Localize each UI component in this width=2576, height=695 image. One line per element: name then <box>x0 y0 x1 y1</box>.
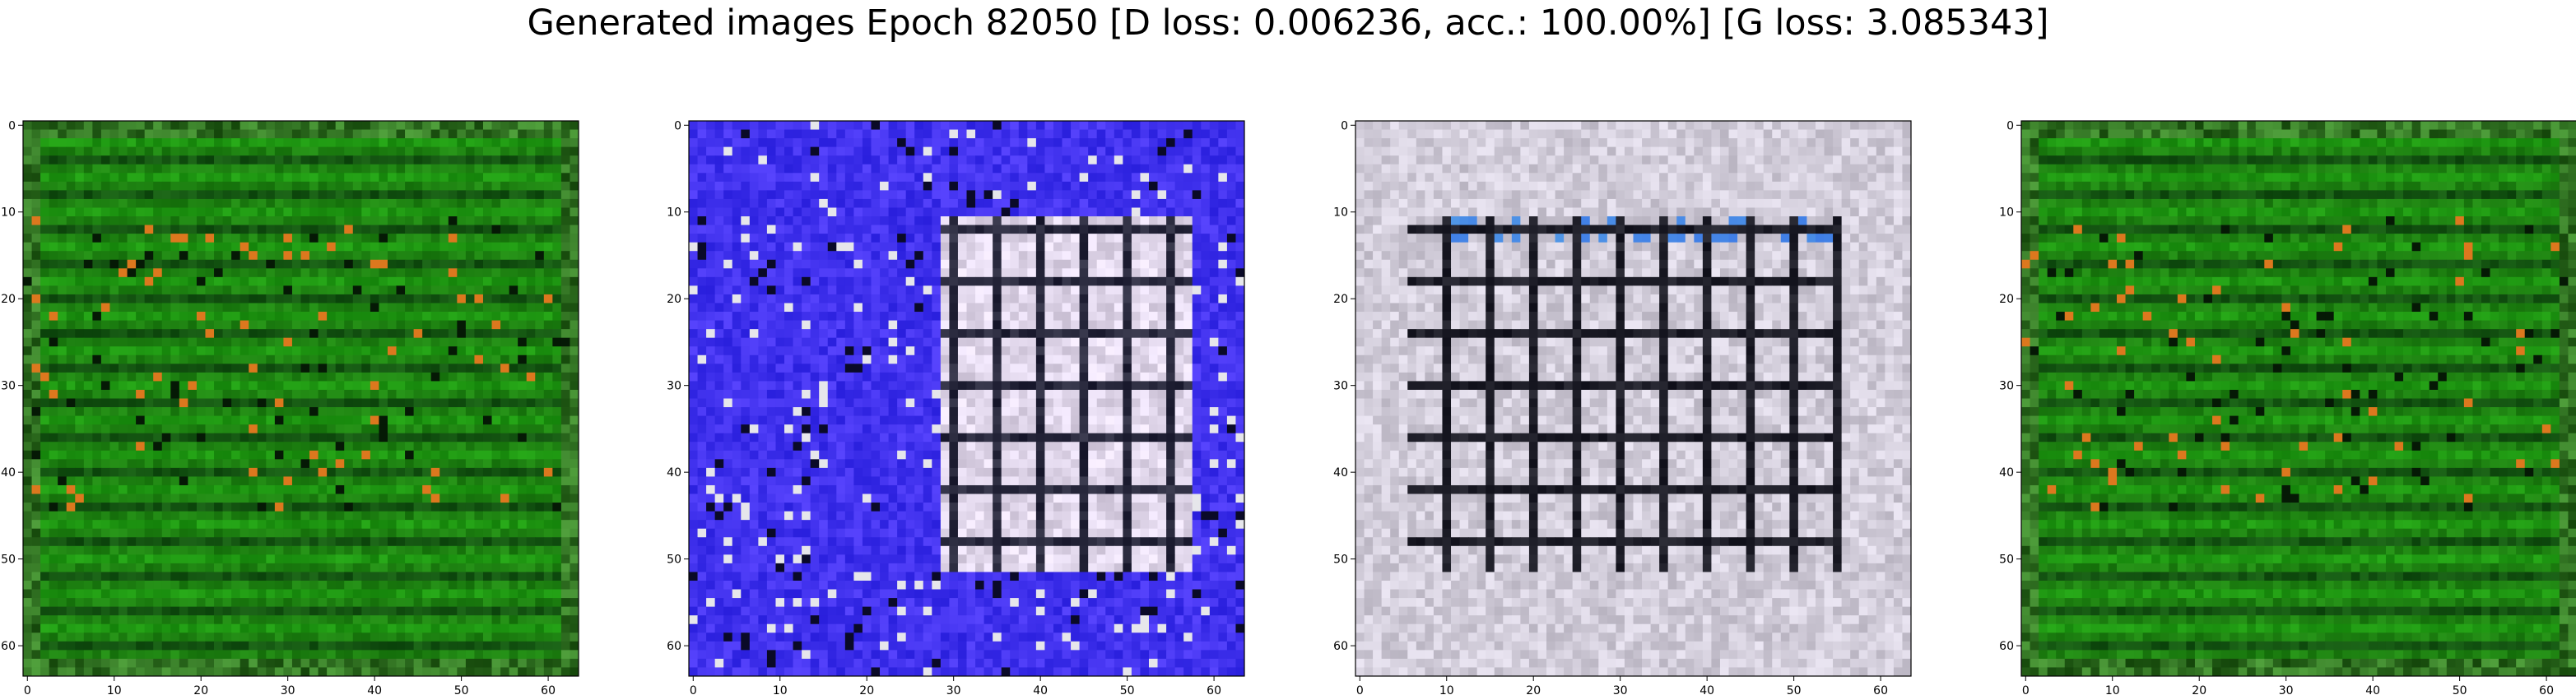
x-tick-label: 30 <box>946 684 961 695</box>
y-tick-label: 0 <box>2006 119 2014 132</box>
figure-suptitle: Generated images Epoch 82050 [D loss: 0.… <box>527 2 2049 44</box>
x-tick-label: 60 <box>2539 684 2554 695</box>
x-tick-label: 50 <box>1120 684 1135 695</box>
x-tick-label: 20 <box>193 684 208 695</box>
y-tick-label: 40 <box>1 466 16 480</box>
axes-frame <box>2020 120 2576 677</box>
y-tick-label: 50 <box>1 554 16 567</box>
y-tick-label: 0 <box>1341 119 1348 132</box>
y-tick-label: 40 <box>667 466 681 480</box>
y-tick-label: 50 <box>1999 554 2014 567</box>
x-tick-label: 60 <box>541 684 556 695</box>
y-tick-label: 10 <box>1333 206 1348 220</box>
y-tick-label: 20 <box>667 293 681 306</box>
x-tick-label: 10 <box>773 684 788 695</box>
y-tick-label: 60 <box>667 640 681 653</box>
x-tick-label: 40 <box>2365 684 2380 695</box>
image-panel-2: 0 10 20 30 40 50 60 0 10 20 30 40 50 60 <box>667 119 1245 695</box>
y-tick-label: 50 <box>667 554 681 567</box>
x-tick-label: 0 <box>2022 684 2030 695</box>
y-tick-label: 10 <box>1 206 16 220</box>
axes-frame <box>22 120 579 677</box>
x-tick-label: 30 <box>2279 684 2294 695</box>
x-tick-label: 0 <box>690 684 697 695</box>
x-tick-label: 10 <box>2105 684 2120 695</box>
image-panel-1: 0 10 20 30 40 50 60 0 10 20 30 40 50 60 <box>1 119 579 695</box>
y-tick-label: 60 <box>1 640 16 653</box>
axes-frame <box>688 120 1245 677</box>
x-tick-label: 0 <box>24 684 31 695</box>
y-tick-label: 30 <box>667 380 681 393</box>
x-tick-label: 10 <box>1439 684 1454 695</box>
x-tick-label: 30 <box>1613 684 1628 695</box>
y-tick-label: 40 <box>1999 466 2014 480</box>
y-tick-label: 30 <box>1 380 16 393</box>
image-panel-4: 0 10 20 30 40 50 60 0 10 20 30 40 50 60 <box>1999 119 2576 695</box>
x-tick-label: 40 <box>1033 684 1048 695</box>
y-tick-label: 10 <box>1999 206 2014 220</box>
y-tick-label: 20 <box>1999 293 2014 306</box>
x-tick-label: 0 <box>1356 684 1364 695</box>
y-tick-label: 60 <box>1999 640 2014 653</box>
x-tick-label: 50 <box>1787 684 1802 695</box>
x-tick-label: 10 <box>107 684 122 695</box>
y-tick-label: 0 <box>8 119 16 132</box>
x-tick-label: 50 <box>2453 684 2467 695</box>
y-tick-label: 30 <box>1333 380 1348 393</box>
x-tick-label: 20 <box>859 684 874 695</box>
y-tick-label: 20 <box>1333 293 1348 306</box>
x-tick-label: 40 <box>367 684 382 695</box>
y-tick-label: 20 <box>1 293 16 306</box>
y-tick-label: 30 <box>1999 380 2014 393</box>
x-tick-label: 20 <box>2192 684 2206 695</box>
x-tick-label: 60 <box>1207 684 1221 695</box>
x-tick-label: 50 <box>454 684 469 695</box>
y-tick-label: 0 <box>674 119 681 132</box>
x-tick-label: 40 <box>1700 684 1714 695</box>
y-tick-label: 10 <box>667 206 681 220</box>
x-tick-label: 30 <box>281 684 295 695</box>
x-tick-label: 60 <box>1873 684 1888 695</box>
y-tick-label: 40 <box>1333 466 1348 480</box>
image-panel-3: 0 10 20 30 40 50 60 0 10 20 30 40 50 60 <box>1333 119 1912 695</box>
x-tick-label: 20 <box>1526 684 1541 695</box>
axes-frame <box>1355 120 1912 677</box>
y-tick-label: 60 <box>1333 640 1348 653</box>
y-tick-label: 50 <box>1333 554 1348 567</box>
